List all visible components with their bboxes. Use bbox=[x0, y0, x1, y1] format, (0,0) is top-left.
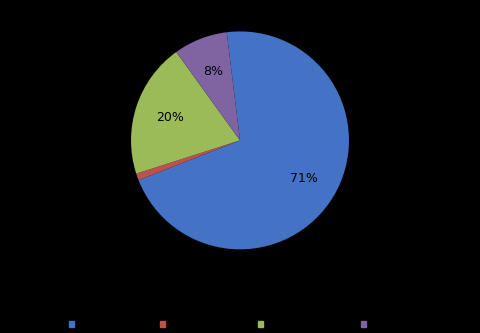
Wedge shape bbox=[176, 32, 240, 141]
Text: 8%: 8% bbox=[203, 65, 223, 78]
Wedge shape bbox=[131, 52, 240, 174]
Legend: Wages & Salaries, Employee Benefits, Operating Expenses, Safety Net: Wages & Salaries, Employee Benefits, Ope… bbox=[65, 317, 415, 332]
Text: 71%: 71% bbox=[290, 172, 318, 185]
Text: 20%: 20% bbox=[156, 111, 183, 124]
Wedge shape bbox=[136, 141, 240, 180]
Wedge shape bbox=[139, 31, 349, 249]
